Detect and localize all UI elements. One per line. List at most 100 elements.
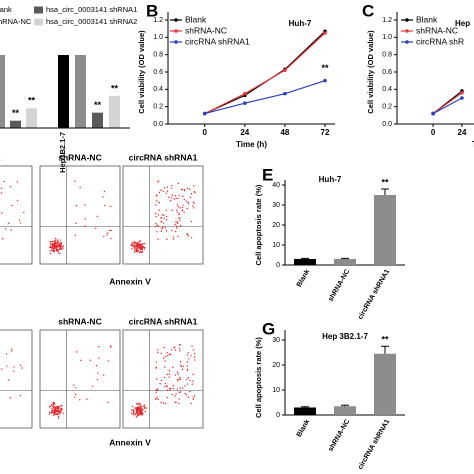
legend-marker xyxy=(405,29,409,33)
flow-dot xyxy=(186,383,189,385)
flow-dot xyxy=(106,232,109,234)
flow-dot xyxy=(60,409,63,411)
y-tick-label: 0.8 xyxy=(153,52,163,59)
y-tick-label: 20 xyxy=(272,362,280,369)
flow-dot xyxy=(12,370,15,372)
flow-dot xyxy=(187,201,189,203)
y-tick-label: 1.0 xyxy=(153,34,163,41)
flow-dot xyxy=(54,411,56,413)
flow-dots xyxy=(130,180,196,254)
y-tick-label: 20 xyxy=(272,222,280,229)
flow-dot xyxy=(171,187,173,189)
flow-dot xyxy=(109,205,112,208)
flow-dot xyxy=(95,227,97,230)
x-tick-label: Blank xyxy=(296,418,312,438)
flow-dot xyxy=(155,215,158,218)
flow-dot xyxy=(84,204,86,206)
flow-dot xyxy=(179,361,182,363)
legend-label: circRNA shRNA1 xyxy=(185,36,250,46)
flow-dot xyxy=(97,372,99,374)
flow-dot xyxy=(1,212,3,214)
flow-dot xyxy=(169,387,171,390)
bar xyxy=(26,108,37,128)
flow-dot xyxy=(89,359,91,361)
flow-dot xyxy=(192,396,194,399)
flow-dot xyxy=(166,385,168,387)
flow-dot xyxy=(192,373,194,375)
flow-dot xyxy=(193,202,195,205)
data-point xyxy=(431,111,435,116)
flow-dot xyxy=(171,229,173,232)
flow-dot xyxy=(166,238,168,240)
flow-dot xyxy=(92,385,94,387)
x-tick-label: circRNA shRNA1 xyxy=(357,418,391,471)
flow-dot xyxy=(155,204,157,206)
error-bar xyxy=(341,404,349,407)
flow-dot xyxy=(1,368,3,370)
flow-dot xyxy=(133,409,135,411)
flow-dot xyxy=(192,380,194,382)
flow-dot xyxy=(137,413,139,415)
x-tick-label: 48 xyxy=(280,128,289,137)
flow-dot xyxy=(51,246,54,248)
flow-dot xyxy=(138,410,141,412)
flow-dot xyxy=(158,201,160,204)
flow-dot xyxy=(177,235,179,238)
flow-dot xyxy=(178,217,180,219)
flow-dot xyxy=(185,378,188,381)
flow-dot xyxy=(194,359,196,361)
flow-dot xyxy=(138,405,140,408)
flow-dot xyxy=(176,211,178,214)
flow-dot xyxy=(156,231,158,233)
flow-dot xyxy=(181,206,184,209)
flow-dot xyxy=(57,415,60,418)
flow-dot xyxy=(62,248,64,250)
flow-dot xyxy=(171,393,173,396)
flow-dot xyxy=(73,396,76,398)
flow-dot xyxy=(74,234,76,236)
flow-dot xyxy=(165,219,168,221)
series-line xyxy=(204,32,326,115)
flow-dot xyxy=(135,413,137,415)
flow-dot xyxy=(62,246,64,248)
flow-dot xyxy=(164,360,167,362)
flow-dot xyxy=(98,357,100,359)
flow-dot xyxy=(164,382,167,385)
flow-dot xyxy=(57,405,60,407)
significance: ** xyxy=(111,83,119,93)
flow-dot xyxy=(178,398,180,400)
legend-label: hsa_circ_0003141 shRNA2 xyxy=(46,17,137,26)
flow-dot xyxy=(164,402,167,405)
flow-dot xyxy=(176,380,179,382)
flow-dot xyxy=(96,215,99,218)
flow-dot xyxy=(134,241,136,243)
flow-dot xyxy=(133,249,136,251)
flow-dot xyxy=(142,251,144,253)
flow-dot xyxy=(58,410,60,413)
flow-dot xyxy=(183,189,186,192)
flow-dot xyxy=(135,416,138,418)
flow-dot xyxy=(176,225,178,227)
flow-dot xyxy=(178,378,181,381)
flow-dot xyxy=(178,391,180,394)
flow-dot xyxy=(144,410,146,413)
panel-title: Huh-7 xyxy=(319,175,342,184)
flow-dot xyxy=(56,412,58,415)
flow-dot xyxy=(109,229,111,232)
flow-dot xyxy=(191,345,193,347)
flow-dot xyxy=(86,398,88,400)
flow-dot xyxy=(130,412,133,414)
flow-dot xyxy=(53,247,55,249)
flow-dot xyxy=(166,352,168,354)
flow-dot xyxy=(164,386,166,388)
flow-dot xyxy=(107,360,110,362)
flow-dot xyxy=(53,408,56,410)
flow-dot xyxy=(0,187,3,190)
x-axis-label: Time (h) xyxy=(236,140,267,149)
flow-dot xyxy=(135,409,138,411)
y-tick-label: 0.0 xyxy=(382,121,392,128)
flow-dot xyxy=(155,222,157,225)
flow-dot xyxy=(174,349,177,351)
flow-dot xyxy=(166,186,169,188)
flow-dot xyxy=(132,241,135,243)
